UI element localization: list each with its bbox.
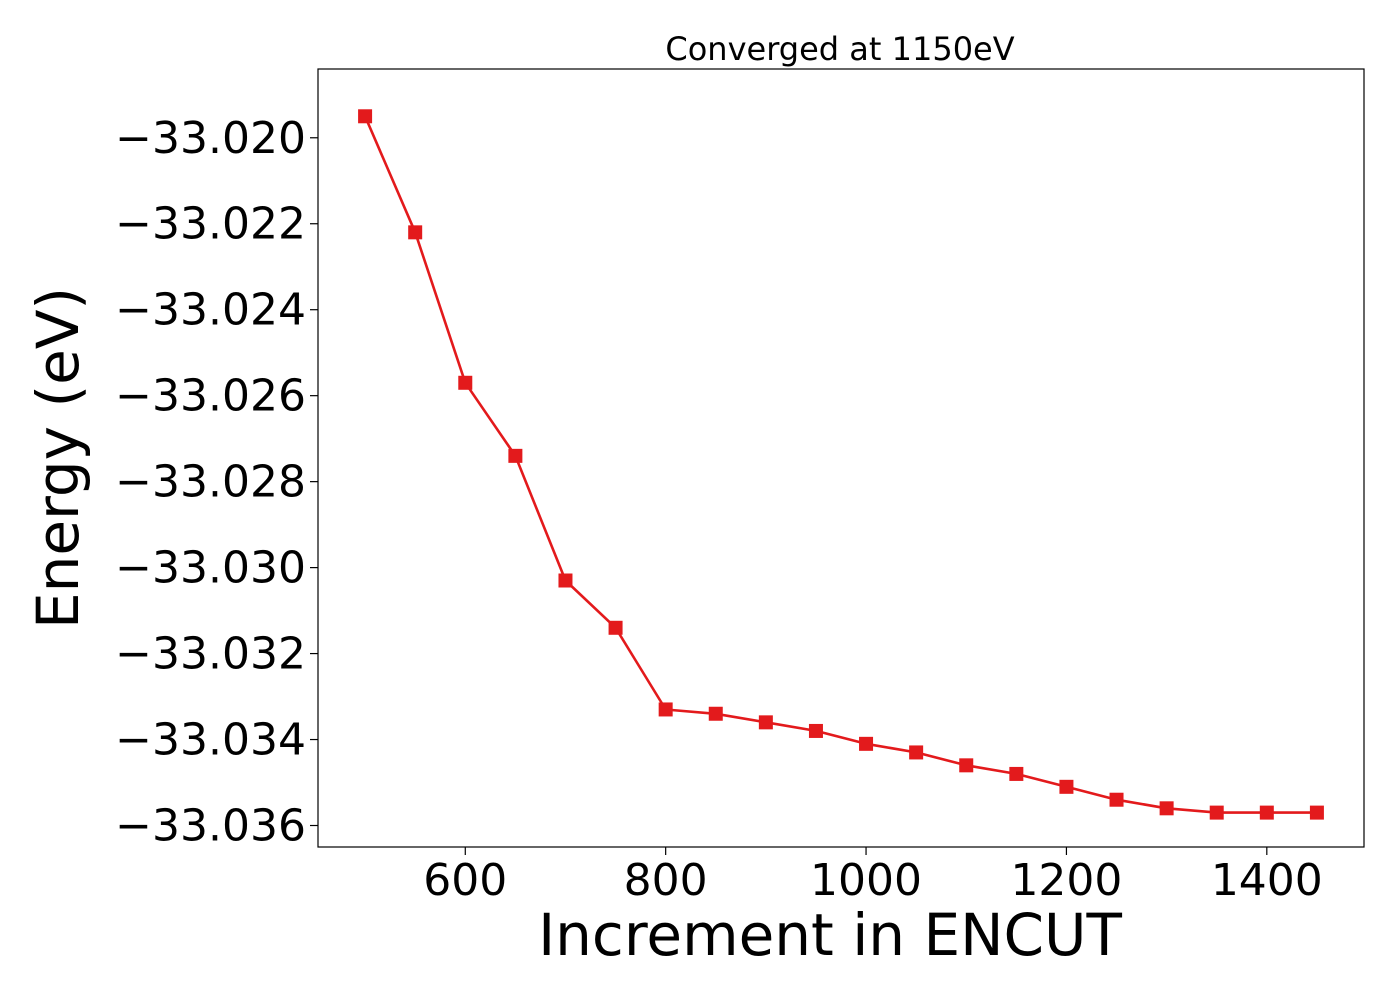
data-point-marker [608, 620, 623, 635]
data-point-marker [1059, 779, 1074, 794]
data-point-marker [658, 702, 673, 717]
x-tick-label: 1400 [1211, 855, 1323, 906]
y-tick-label: −33.036 [115, 801, 306, 852]
x-tick-label: 800 [624, 855, 708, 906]
data-point-marker [1109, 792, 1124, 807]
data-point-marker [808, 723, 823, 738]
data-point-marker [1159, 801, 1174, 816]
data-point-marker [408, 225, 423, 240]
data-point-marker [1209, 805, 1224, 820]
data-point-marker [458, 375, 473, 390]
x-axis-label: Increment in ENCUT [538, 901, 1122, 969]
data-point-marker [859, 736, 874, 751]
x-axis-ticks: 600 800 1000 1200 1400 [423, 847, 1323, 906]
data-point-marker [1009, 766, 1024, 781]
y-tick-label: −33.030 [115, 543, 306, 594]
plot-area-frame [317, 68, 1365, 848]
y-tick-label: −33.028 [115, 457, 306, 508]
y-tick-label: −33.034 [115, 715, 306, 766]
data-point-marker [959, 758, 974, 773]
y-tick-label: −33.032 [115, 629, 306, 680]
y-axis-ticks: −33.020 −33.022 −33.024 −33.026 −33.028 −33.0… [115, 113, 318, 852]
data-point-marker [1309, 805, 1324, 820]
data-point-marker [1259, 805, 1274, 820]
series-layer [358, 109, 1324, 820]
x-tick-label: 600 [423, 855, 507, 906]
y-axis-label: Energy (eV) [24, 287, 92, 629]
y-tick-label: −33.022 [115, 199, 306, 250]
chart-title: Converged at 1150eV [665, 30, 1014, 68]
y-tick-label: −33.024 [115, 285, 306, 336]
data-point-marker [708, 706, 723, 721]
data-point-marker [758, 715, 773, 730]
data-point-marker [358, 109, 373, 124]
x-tick-label: 1200 [1010, 855, 1122, 906]
x-tick-label: 1000 [810, 855, 922, 906]
data-point-marker [909, 745, 924, 760]
data-point-marker [558, 573, 573, 588]
y-tick-label: −33.020 [115, 113, 306, 164]
y-tick-label: −33.026 [115, 371, 306, 422]
data-point-marker [508, 448, 523, 463]
series-line [363, 115, 1317, 814]
